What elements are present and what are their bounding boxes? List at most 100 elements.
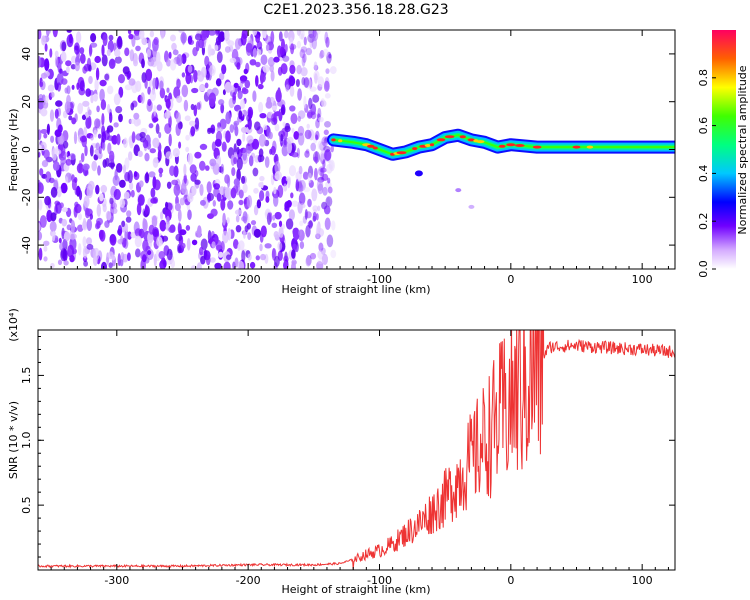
noise-blob xyxy=(248,155,254,167)
noise-blob xyxy=(63,231,70,242)
noise-blob xyxy=(206,181,212,194)
noise-blob xyxy=(225,111,231,125)
noise-blob xyxy=(113,202,117,209)
noise-blob xyxy=(174,202,181,212)
noise-blob xyxy=(249,261,256,269)
noise-blob xyxy=(253,228,261,238)
noise-blob xyxy=(95,67,100,81)
noise-blob xyxy=(165,201,169,209)
noise-blob xyxy=(66,66,70,74)
noise-blob xyxy=(200,255,206,265)
noise-blob xyxy=(147,86,151,95)
noise-blob xyxy=(278,220,283,227)
signal-hotspot xyxy=(429,143,435,147)
noise-blob xyxy=(87,115,92,129)
noise-blob xyxy=(76,163,84,174)
signal-hotspot xyxy=(396,151,407,155)
x-tick-label: -100 xyxy=(367,574,392,587)
noise-blob xyxy=(108,34,114,41)
noise-blob xyxy=(141,58,145,69)
noise-blob xyxy=(212,200,216,207)
noise-blob xyxy=(144,172,150,184)
noise-blob xyxy=(133,30,141,36)
noise-blob xyxy=(297,88,302,101)
noise-blob xyxy=(83,195,90,208)
noise-blob xyxy=(96,220,101,229)
noise-blob xyxy=(198,84,206,92)
noise-blob xyxy=(260,225,267,238)
noise-blob xyxy=(223,261,231,269)
noise-blob xyxy=(310,142,317,152)
noise-blob xyxy=(85,88,92,97)
noise-blob xyxy=(43,240,50,246)
colorbar-tick-label: 0.6 xyxy=(697,117,710,135)
noise-blob xyxy=(198,38,205,49)
noise-blob xyxy=(79,80,85,92)
noise-blob xyxy=(73,131,78,145)
noise-blob xyxy=(177,209,182,222)
noise-blob xyxy=(128,151,133,161)
noise-blob xyxy=(71,117,77,125)
noise-blob xyxy=(169,165,176,177)
noise-blob xyxy=(40,129,48,134)
noise-blob xyxy=(260,253,266,261)
noise-blob xyxy=(130,189,135,198)
noise-blob xyxy=(166,87,170,93)
noise-blob xyxy=(141,37,148,46)
noise-blob xyxy=(313,61,318,70)
noise-blob xyxy=(255,255,260,261)
noise-blob xyxy=(115,106,123,114)
noise-blob xyxy=(107,85,114,95)
noise-blob xyxy=(111,207,118,214)
noise-blob xyxy=(85,237,93,246)
y-tick-label: 1.5 xyxy=(20,367,33,385)
noise-blob xyxy=(82,246,88,259)
noise-blob xyxy=(60,51,67,62)
noise-blob xyxy=(50,91,55,98)
noise-blob xyxy=(166,59,171,67)
noise-blob xyxy=(319,167,327,173)
noise-blob xyxy=(230,187,237,199)
noise-blob xyxy=(180,32,187,44)
noise-blob xyxy=(229,124,234,133)
noise-blob xyxy=(279,46,285,56)
noise-blob xyxy=(325,36,330,48)
noise-blob xyxy=(221,64,227,75)
x-tick-label: -100 xyxy=(367,273,392,286)
noise-blob xyxy=(46,30,51,34)
noise-blob xyxy=(168,51,172,59)
noise-blob xyxy=(59,242,65,251)
noise-blob xyxy=(304,129,312,140)
noise-blob xyxy=(90,135,94,141)
snr-panel: -300 -200 -100 0 100 0.5 1.0 1.5 Height of stra… xyxy=(7,308,676,596)
noise-blob xyxy=(207,44,212,57)
noise-blob xyxy=(258,101,264,113)
noise-blob xyxy=(262,64,270,73)
noise-blob xyxy=(69,254,75,263)
noise-blob xyxy=(40,141,47,152)
noise-blob xyxy=(209,64,216,77)
noise-blob xyxy=(114,48,121,58)
noise-blob xyxy=(216,239,222,251)
signal-hotspot xyxy=(444,135,455,139)
noise-blob xyxy=(283,261,288,269)
noise-blob xyxy=(131,131,136,144)
signal-hotspot xyxy=(412,147,418,151)
noise-blob xyxy=(219,118,227,130)
noise-blob xyxy=(82,236,87,248)
noise-blob xyxy=(238,240,245,251)
snr-xlabel: Height of straight line (km) xyxy=(281,583,430,596)
colorbar-tick-label: 0.2 xyxy=(697,212,710,230)
noise-blob xyxy=(123,137,128,149)
noise-blob xyxy=(322,173,329,181)
noise-blob xyxy=(44,43,48,52)
noise-blob xyxy=(213,187,220,198)
noise-blob xyxy=(324,93,331,99)
x-tick-label: 100 xyxy=(632,574,653,587)
noise-blob xyxy=(176,54,183,66)
spectrogram-ylabel: Frequency (Hz) xyxy=(7,109,20,192)
noise-blob xyxy=(135,80,142,93)
noise-blob xyxy=(207,127,215,133)
noise-blob xyxy=(81,114,87,121)
noise-blob xyxy=(93,129,98,138)
